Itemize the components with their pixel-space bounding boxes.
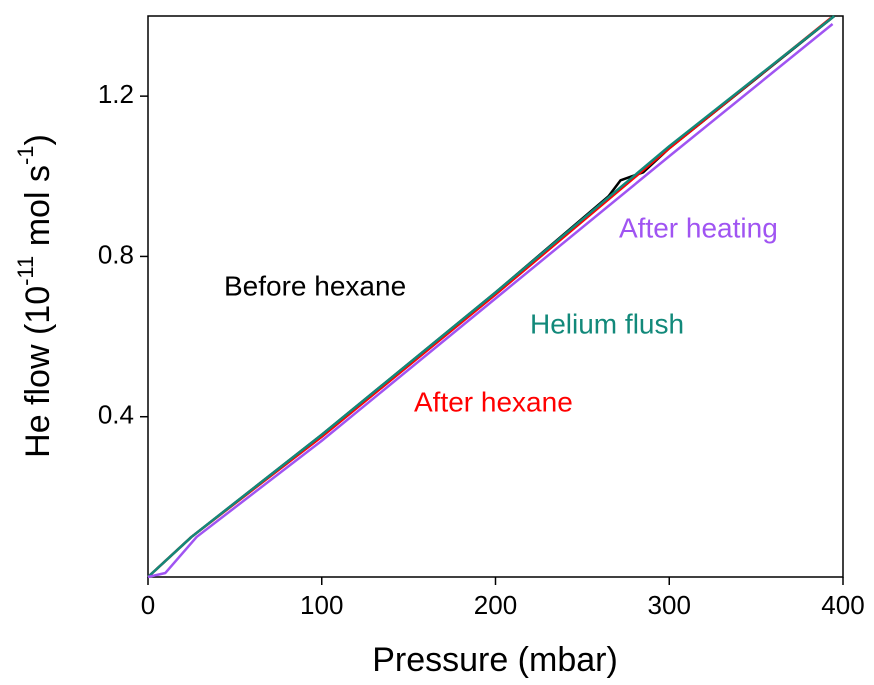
series-line	[147, 23, 834, 579]
y-axis-title: He flow (10-11 mol s-1)	[13, 134, 57, 458]
y-title-part: mol s	[19, 165, 57, 256]
y-tick-label: 1.2	[98, 79, 134, 109]
x-axis-title: Pressure (mbar)	[372, 641, 618, 679]
series-label: After heating	[619, 212, 778, 243]
series-label: After hexane	[414, 386, 573, 417]
series-line	[147, 15, 836, 578]
x-tick-label: 0	[141, 590, 155, 620]
x-tick-label: 300	[648, 590, 691, 620]
y-tick-label: 0.4	[98, 400, 134, 430]
x-tick-label: 200	[474, 590, 517, 620]
y-title-part: He flow (10	[19, 286, 57, 458]
x-tick-label: 400	[821, 590, 864, 620]
y-title-superscript: -1	[13, 145, 38, 165]
y-title-part: )	[19, 134, 57, 145]
series-label: Before hexane	[224, 270, 406, 301]
y-tick-label: 0.8	[98, 239, 134, 269]
x-tick-label: 100	[300, 590, 343, 620]
series-label: Helium flush	[530, 308, 684, 339]
y-title-superscript: -11	[13, 256, 38, 286]
